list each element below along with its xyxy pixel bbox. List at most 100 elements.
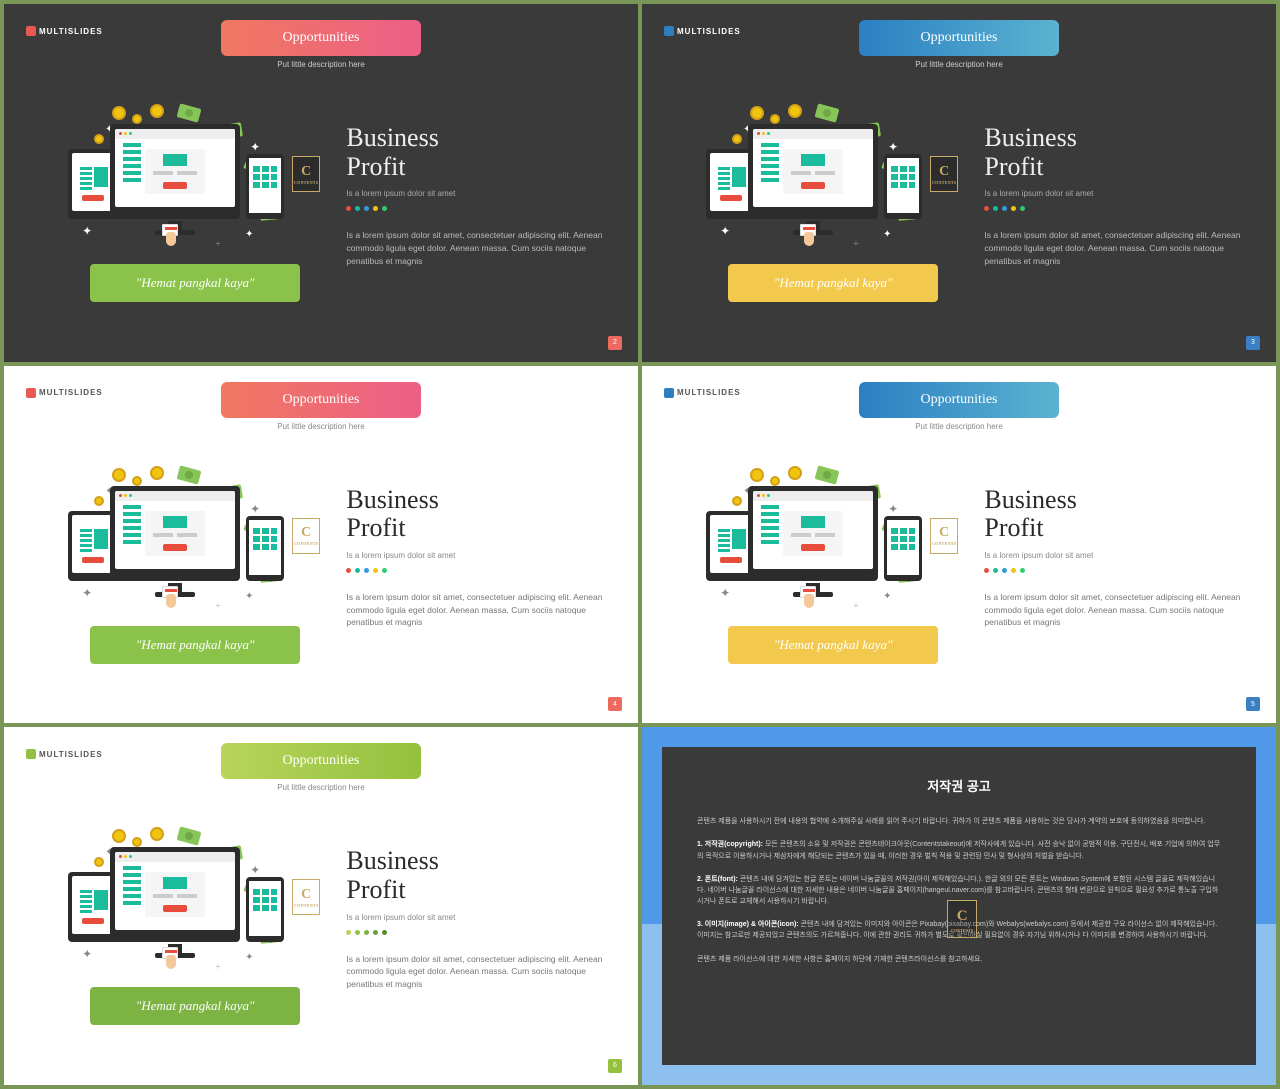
plus-icon: + [853,601,859,612]
heading: BusinessProfit [984,486,1246,543]
sparkle-icon: ✦ [720,224,730,239]
copyright-outro: 콘텐츠 제품 라이선스에 대한 자세한 사항은 홈페이지 하단에 기재한 콘텐츠… [697,954,1221,965]
sparkle-icon: ✦ [888,140,898,155]
coin-icon [112,829,126,843]
money-bill-icon [815,465,840,484]
business-illustration: ✦✦✦✦ ++ CCONTENTS [50,466,310,616]
body-text: Is a lorem ipsum dolor sit amet, consect… [346,591,608,629]
coin-icon [750,106,764,120]
text-column: BusinessProfit Is a lorem ipsum dolor si… [984,466,1276,724]
text-column: BusinessProfit Is a lorem ipsum dolor si… [346,466,638,724]
sparkle-icon: ✦ [250,502,260,517]
logo: MULTISLIDES [26,749,103,759]
quote-box: "Hemat pangkal kaya" [90,626,300,664]
sparkle-icon: ✦ [82,224,92,239]
heading-sub: Is a lorem ipsum dolor sit amet [984,189,1246,198]
contents-badge-icon: CCONTENTS [930,518,958,554]
quote-box: "Hemat pangkal kaya" [90,264,300,302]
sparkle-icon: ✦ [250,140,260,155]
copyright-p1: 1. 저작권(copyright): 모든 콘텐츠의 소유 및 저작권은 콘텐츠… [697,839,1221,861]
slide-1: MULTISLIDES Opportunities Put little des… [4,4,638,362]
illustration-column: ✦✦✦✦ ++ CCONTENTS "Hemat pangkal kaya" [642,466,984,724]
monitor-icon [748,486,878,581]
coin-icon [94,857,104,867]
body-text: Is a lorem ipsum dolor sit amet, consect… [984,229,1246,267]
sparkle-icon: ✦ [888,502,898,517]
hand-card-icon [800,586,818,608]
content: ✦ ✦ ✦ ✦ + + [4,104,638,362]
quote-text: "Hemat pangkal kaya" [136,637,255,653]
sparkle-icon: ✦ [720,586,730,601]
copyright-panel: 저작권 공고 콘텐츠 제품을 사용하시기 전에 내용의 협약에 소개해주실 사례… [662,747,1256,1065]
sparkle-icon: ✦ [82,947,92,962]
business-illustration: ✦✦✦✦ ++ CCONTENTS [688,466,948,616]
pill-subtitle: Put little description here [915,422,1003,431]
contents-badge-icon: CCONTENTS [292,879,320,915]
hand-card-icon [162,947,180,969]
phone-icon [246,516,284,581]
color-dots [984,206,1246,211]
heading-sub: Is a lorem ipsum dolor sit amet [346,189,608,198]
color-dots [984,568,1246,573]
plus-icon: + [215,239,221,250]
color-dots [346,568,608,573]
heading: BusinessProfit [346,847,608,904]
page-number: 4 [608,697,622,711]
plus-icon: + [853,239,859,250]
logo-text: MULTISLIDES [677,27,741,36]
quote-box: "Hemat pangkal kaya" [90,987,300,1025]
slide-3: MULTISLIDES Opportunities Put little des… [4,366,638,724]
phone-icon [884,154,922,219]
logo-text: MULTISLIDES [39,750,103,759]
pill-label: Opportunities [283,392,360,408]
illustration-column: ✦ ✦ ✦ ✦ + + [4,104,346,362]
pill-subtitle: Put little description here [277,783,365,792]
coin-icon [94,496,104,506]
logo: MULTISLIDES [664,388,741,398]
money-bill-icon [177,103,202,122]
content: ✦✦✦✦ ++ CCONTENTS "Hemat pangkal kaya" B… [4,827,638,1085]
coin-icon [788,104,802,118]
page-number: 5 [1246,697,1260,711]
logo: MULTISLIDES [664,26,741,36]
slide-5: MULTISLIDES Opportunities Put little des… [4,727,638,1085]
pill-label: Opportunities [283,753,360,769]
sparkle-icon: ✦ [245,229,253,240]
opportunities-pill: Opportunities [221,743,421,779]
contents-badge-icon: CCONTENTS [930,156,958,192]
illustration-column: ✦✦✦✦ ++ CCONTENTS "Hemat pangkal kaya" [4,466,346,724]
money-bill-icon [177,465,202,484]
business-illustration: ✦ ✦ ✦ ✦ + + [50,104,310,254]
coin-icon [94,134,104,144]
page-number: 2 [608,336,622,350]
color-dots [346,206,608,211]
coin-icon [132,837,142,847]
logo: MULTISLIDES [26,388,103,398]
money-bill-icon [815,103,840,122]
logo-mark-icon [26,749,36,759]
monitor-icon [110,847,240,942]
sparkle-icon: ✦ [250,863,260,878]
pill-label: Opportunities [921,392,998,408]
copyright-title: 저작권 공고 [697,777,1221,798]
monitor-icon [748,124,878,219]
pill-subtitle: Put little description here [277,422,365,431]
coin-icon [732,134,742,144]
text-column: BusinessProfit Is a lorem ipsum dolor si… [346,827,638,1085]
coin-icon [150,827,164,841]
heading: BusinessProfit [984,124,1246,181]
logo-mark-icon [26,388,36,398]
heading-sub: Is a lorem ipsum dolor sit amet [346,913,608,922]
coin-icon [150,466,164,480]
contents-badge-icon: C CONTENTS [292,156,320,192]
content: ✦✦✦✦ ++ CCONTENTS "Hemat pangkal kaya" B… [4,466,638,724]
quote-box: "Hemat pangkal kaya" [728,264,938,302]
opportunities-pill: Opportunities [859,382,1059,418]
hand-card-icon [162,586,180,608]
business-illustration: ✦ ✦ ✦ ✦ + + CCONTENTS [688,104,948,254]
pill-subtitle: Put little description here [277,60,365,69]
opportunities-pill: Opportunities [221,20,421,56]
money-bill-icon [177,827,202,846]
heading-sub: Is a lorem ipsum dolor sit amet [346,551,608,560]
contents-badge-icon: CCONTENTS [292,518,320,554]
